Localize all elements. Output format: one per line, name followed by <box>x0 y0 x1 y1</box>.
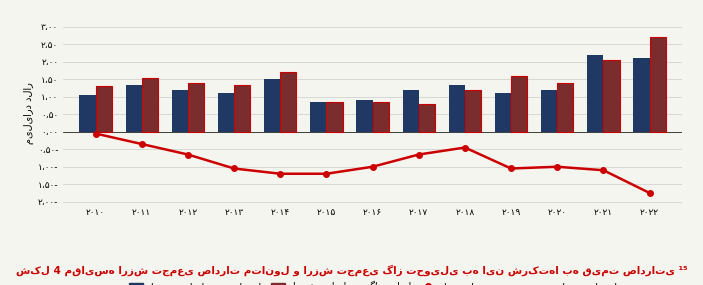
Bar <box>449 85 465 132</box>
Bar <box>188 83 204 132</box>
Bar <box>603 60 619 132</box>
Bar <box>541 90 557 132</box>
Bar <box>373 102 389 132</box>
Bar <box>126 85 142 132</box>
Bar <box>633 58 650 132</box>
Bar <box>419 104 435 132</box>
Bar <box>96 86 112 132</box>
Bar <box>280 72 297 132</box>
Text: شکل 4 مقایسه ارزش تجمعی صادرات متانول و ارزش تجمعی گاز تحویلی به این شرکت‌ها به : شکل 4 مقایسه ارزش تجمعی صادرات متانول و … <box>15 265 688 276</box>
Bar <box>172 90 188 132</box>
Bar <box>356 100 373 132</box>
Bar <box>79 95 96 132</box>
Bar <box>465 90 481 132</box>
Bar <box>650 37 666 132</box>
Legend: ارزش صادراتی متانول, ارزش صادراتی گاز معادل, ارزش افزوده تجمعی تولید متانول: ارزش صادراتی متانول, ارزش صادراتی گاز مع… <box>124 277 621 285</box>
Y-axis label: میلیارد دلار: میلیارد دلار <box>24 82 34 144</box>
Bar <box>234 85 250 132</box>
Bar <box>587 55 603 132</box>
Bar <box>310 102 326 132</box>
Bar <box>142 78 158 132</box>
Bar <box>511 76 527 132</box>
Bar <box>403 90 419 132</box>
Bar <box>218 93 234 132</box>
Bar <box>326 102 342 132</box>
Bar <box>495 93 511 132</box>
Bar <box>557 83 574 132</box>
Bar <box>264 79 280 132</box>
